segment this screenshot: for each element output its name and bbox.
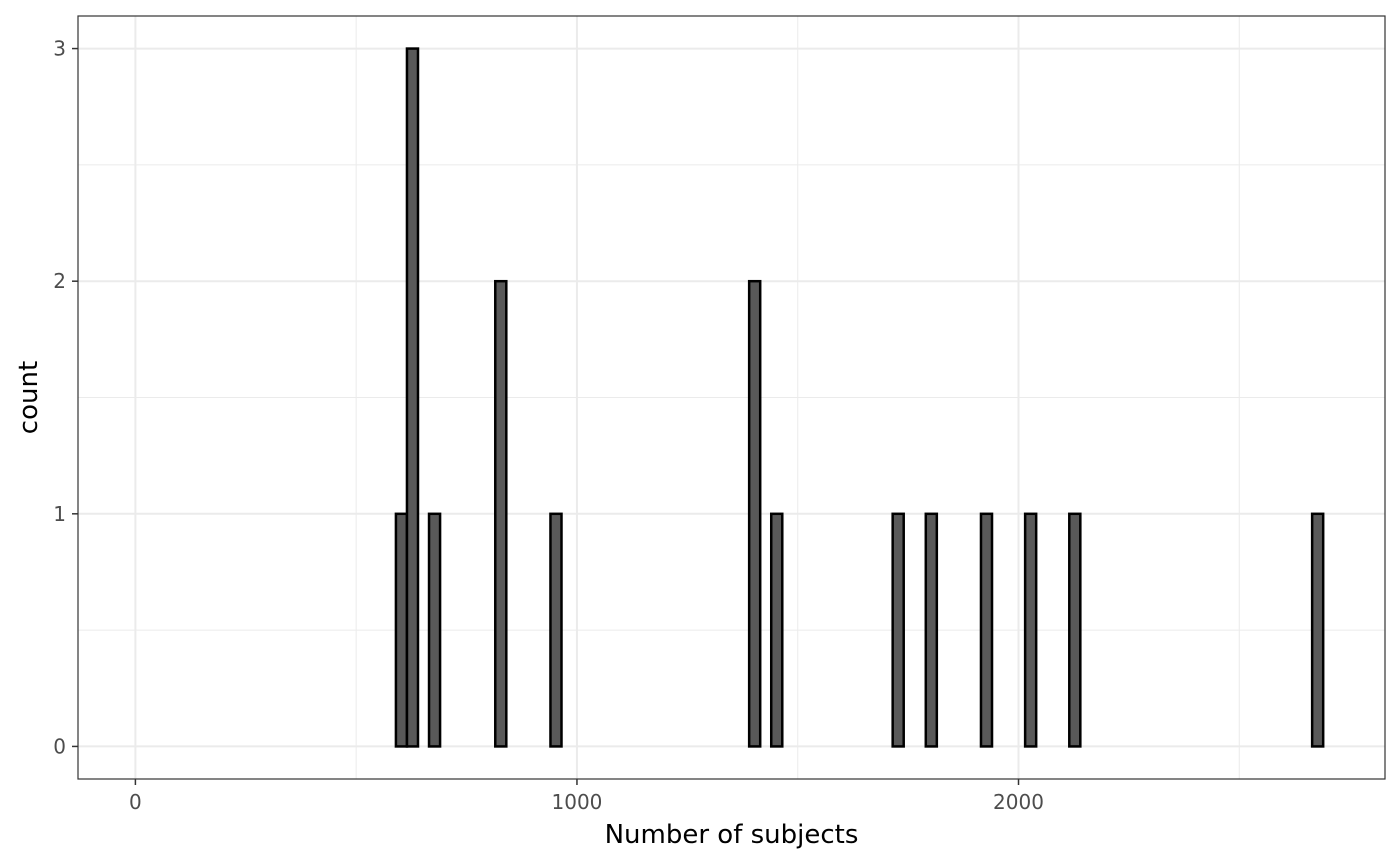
major-gridlines [78,16,1385,779]
histogram-bar [1310,512,1325,748]
histogram-bar [979,512,994,748]
y-tick-label: 2 [53,269,66,293]
y-tick-label: 3 [53,37,66,61]
y-tick-label: 1 [53,502,66,526]
histogram-bar [924,512,939,748]
histogram-bar [769,512,784,748]
histogram-bar [891,512,905,748]
x-tick-label: 0 [129,790,142,814]
y-axis-ticks: 0 1 2 3 [53,37,78,758]
histogram-bar [494,279,508,748]
histogram-bars [394,47,1325,748]
x-axis-ticks: 0 1000 2000 [129,779,1044,814]
histogram-bar [405,47,420,748]
histogram-bar [427,512,442,748]
histogram-bar [1068,512,1082,748]
minor-gridlines [78,16,1385,779]
histogram-bar [1023,512,1038,748]
x-tick-label: 1000 [552,790,603,814]
y-tick-label: 0 [53,734,66,758]
histogram-bar [747,279,762,748]
histogram-bar [394,512,409,748]
y-axis-title: count [14,361,44,434]
x-tick-label: 2000 [993,790,1044,814]
panel-border [77,15,1386,780]
x-axis-title: Number of subjects [605,820,859,850]
histogram-bar [549,512,563,748]
